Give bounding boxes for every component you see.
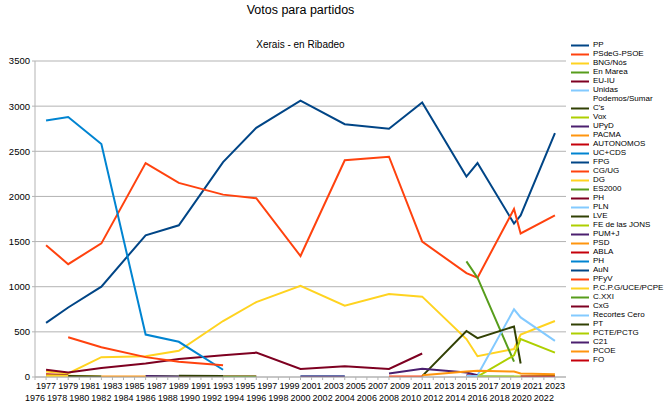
svg-text:2012: 2012 bbox=[423, 393, 443, 403]
html-text:PACMA: PACMA bbox=[593, 129, 621, 139]
html-text:Xerais - en Ribadeo: Xerais - en Ribadeo bbox=[256, 39, 345, 50]
html-text:En Marea: En Marea bbox=[593, 67, 628, 76]
html-text:PP: PP bbox=[593, 40, 604, 49]
svg-text:1978: 1978 bbox=[47, 393, 67, 403]
svg-text:2013: 2013 bbox=[434, 381, 454, 391]
html-text:AuN: AuN bbox=[593, 264, 609, 274]
html-text:Recortes Cero: Recortes Cero bbox=[593, 309, 645, 319]
html-text:DG: DG bbox=[593, 174, 605, 184]
svg-text:1998: 1998 bbox=[268, 393, 288, 403]
html-text:PH: PH bbox=[593, 192, 605, 202]
svg-text:2020: 2020 bbox=[512, 393, 532, 403]
svg-text:2023: 2023 bbox=[545, 381, 565, 391]
html-text:ABLA: ABLA bbox=[593, 246, 614, 256]
svg-text:1999: 1999 bbox=[279, 381, 299, 391]
svg-text:2000: 2000 bbox=[9, 191, 30, 202]
html-text:CxG: CxG bbox=[593, 300, 609, 310]
svg-text:1988: 1988 bbox=[158, 393, 178, 403]
svg-text:1994: 1994 bbox=[224, 393, 244, 403]
html-text:FPG: FPG bbox=[593, 156, 610, 166]
svg-text:1000: 1000 bbox=[9, 281, 30, 292]
html-text:C21: C21 bbox=[593, 336, 608, 346]
svg-text:1989: 1989 bbox=[169, 381, 189, 391]
html-text:FE de las JONS: FE de las JONS bbox=[593, 219, 651, 229]
html-text:C's: C's bbox=[593, 102, 605, 112]
html-text:PFyV: PFyV bbox=[593, 273, 613, 283]
svg-text:1996: 1996 bbox=[246, 393, 266, 403]
svg-text:1993: 1993 bbox=[213, 381, 233, 391]
svg-text:2000: 2000 bbox=[290, 393, 310, 403]
html-text:P.C.P.G/UCE/PCPE: P.C.P.G/UCE/PCPE bbox=[593, 282, 664, 292]
html-text:Votos para partidos: Votos para partidos bbox=[246, 3, 355, 17]
html-text:UC+CDS: UC+CDS bbox=[593, 147, 627, 157]
svg-text:2016: 2016 bbox=[467, 393, 487, 403]
svg-text:2021: 2021 bbox=[523, 381, 543, 391]
html-text:Vox: Vox bbox=[593, 111, 607, 121]
svg-text:2003: 2003 bbox=[324, 381, 344, 391]
svg-text:1997: 1997 bbox=[257, 381, 277, 391]
svg-text:2009: 2009 bbox=[390, 381, 410, 391]
html-text:PSD: PSD bbox=[593, 237, 610, 247]
svg-text:2005: 2005 bbox=[346, 381, 366, 391]
svg-text:1977: 1977 bbox=[36, 381, 56, 391]
svg-text:0: 0 bbox=[25, 371, 30, 382]
html-text:AUTONOMOS: AUTONOMOS bbox=[593, 138, 646, 148]
svg-text:1984: 1984 bbox=[113, 393, 133, 403]
svg-text:1982: 1982 bbox=[91, 393, 111, 403]
svg-text:2002: 2002 bbox=[313, 393, 333, 403]
svg-text:1500: 1500 bbox=[9, 236, 30, 247]
html-text:PH: PH bbox=[593, 255, 605, 265]
svg-text:1980: 1980 bbox=[69, 393, 89, 403]
svg-text:2019: 2019 bbox=[501, 381, 521, 391]
html-text:BNG/Nós: BNG/Nós bbox=[593, 58, 627, 67]
html-text:PCOE: PCOE bbox=[593, 345, 616, 355]
html-text:ES2000: ES2000 bbox=[593, 183, 622, 193]
svg-text:2004: 2004 bbox=[335, 393, 355, 403]
svg-text:2017: 2017 bbox=[479, 381, 499, 391]
svg-text:3000: 3000 bbox=[9, 101, 30, 112]
html-text:C.XXI: C.XXI bbox=[593, 291, 614, 301]
html-text:PLN: PLN bbox=[593, 201, 609, 211]
html-text:FO: FO bbox=[593, 354, 605, 364]
svg-text:2010: 2010 bbox=[401, 393, 421, 403]
svg-text:1986: 1986 bbox=[136, 393, 156, 403]
svg-text:2018: 2018 bbox=[490, 393, 510, 403]
svg-text:500: 500 bbox=[14, 326, 30, 337]
svg-text:1979: 1979 bbox=[58, 381, 78, 391]
svg-text:1987: 1987 bbox=[147, 381, 167, 391]
svg-text:1995: 1995 bbox=[235, 381, 255, 391]
html-text:PT: PT bbox=[593, 318, 604, 328]
html-text:PSdeG-PSOE: PSdeG-PSOE bbox=[593, 49, 644, 58]
html-text:EU-IU: EU-IU bbox=[593, 76, 615, 85]
svg-text:2006: 2006 bbox=[357, 393, 377, 403]
svg-text:2014: 2014 bbox=[445, 393, 465, 403]
svg-text:1976: 1976 bbox=[25, 393, 45, 403]
svg-text:1983: 1983 bbox=[102, 381, 122, 391]
svg-text:2022: 2022 bbox=[534, 393, 554, 403]
html-text:CG/UG: CG/UG bbox=[593, 165, 620, 175]
html-text:UPyD: UPyD bbox=[593, 120, 614, 130]
html-text:PCTE/PCTG: PCTE/PCTG bbox=[593, 327, 639, 337]
svg-text:2001: 2001 bbox=[302, 381, 322, 391]
svg-text:1985: 1985 bbox=[125, 381, 145, 391]
svg-text:2007: 2007 bbox=[368, 381, 388, 391]
svg-text:2500: 2500 bbox=[9, 146, 30, 157]
svg-text:1992: 1992 bbox=[202, 393, 222, 403]
svg-text:2015: 2015 bbox=[456, 381, 476, 391]
svg-text:1990: 1990 bbox=[180, 393, 200, 403]
svg-text:2008: 2008 bbox=[379, 393, 399, 403]
html-text:LVE: LVE bbox=[593, 210, 608, 220]
svg-text:1991: 1991 bbox=[191, 381, 211, 391]
svg-text:3500: 3500 bbox=[9, 55, 30, 66]
svg-text:1981: 1981 bbox=[80, 381, 100, 391]
html-text:Unidas Podemos/Sumar: Unidas Podemos/Sumar bbox=[593, 85, 653, 103]
svg-text:2011: 2011 bbox=[413, 381, 432, 391]
html-text:PUM+J: PUM+J bbox=[593, 228, 620, 238]
